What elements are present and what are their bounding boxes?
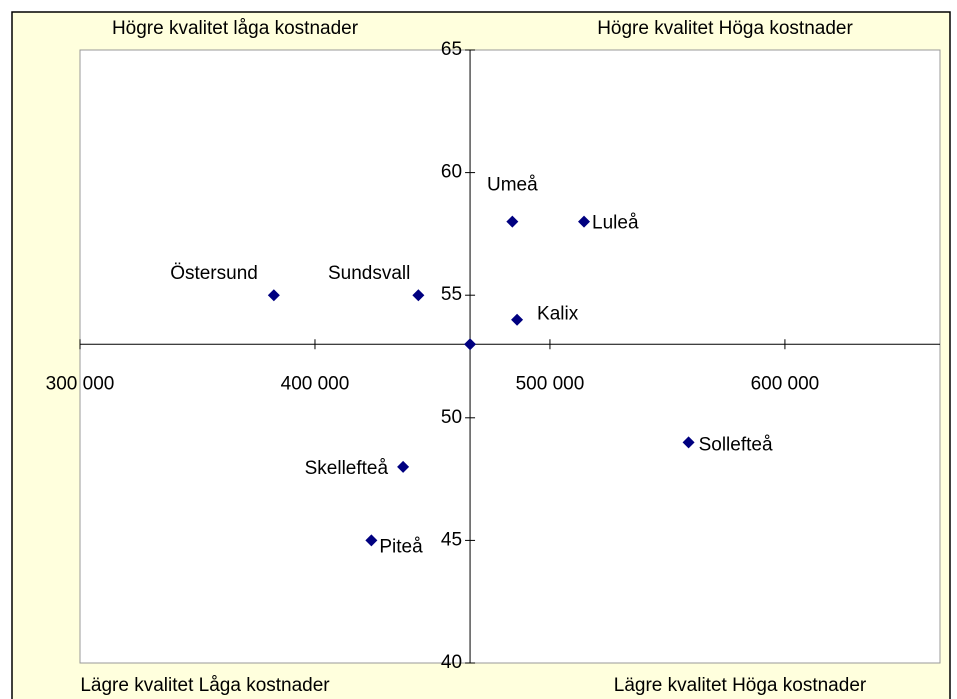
point — [682, 436, 695, 449]
y-tick-label: 50 — [441, 407, 462, 428]
y-tick-label: 55 — [441, 284, 462, 305]
point-label: Skellefteå — [305, 458, 389, 479]
quadrant-label: Lägre kvalitet Höga kostnader — [614, 675, 867, 696]
quadrant-label: Högre kvalitet låga kostnader — [112, 18, 359, 39]
point — [506, 215, 519, 228]
point — [397, 460, 410, 473]
point-label: Östersund — [170, 263, 258, 284]
point — [464, 338, 477, 351]
y-tick-label: 65 — [441, 39, 462, 60]
point-label: Kalix — [537, 304, 579, 325]
x-tick-label: 500 000 — [516, 373, 585, 394]
point-label: Luleå — [592, 213, 639, 234]
point-label: Umeå — [487, 175, 538, 196]
point — [578, 215, 591, 228]
x-tick-label: 300 000 — [46, 373, 115, 394]
plot-area — [79, 49, 941, 664]
y-tick-label: 60 — [441, 162, 462, 183]
point — [267, 289, 280, 302]
point-label: Sundsvall — [328, 263, 410, 284]
y-tick-label: 45 — [441, 529, 462, 550]
x-tick-label: 600 000 — [751, 373, 820, 394]
point — [511, 313, 524, 326]
y-tick-label: 40 — [441, 652, 462, 673]
point — [412, 289, 425, 302]
quadrant-label: Högre kvalitet Höga kostnader — [597, 18, 853, 39]
quadrant-label: Lägre kvalitet Låga kostnader — [80, 675, 330, 696]
point-label: Sollefteå — [699, 434, 773, 455]
point-label: Piteå — [379, 536, 423, 557]
x-tick-label: 400 000 — [281, 373, 350, 394]
point — [365, 534, 378, 547]
